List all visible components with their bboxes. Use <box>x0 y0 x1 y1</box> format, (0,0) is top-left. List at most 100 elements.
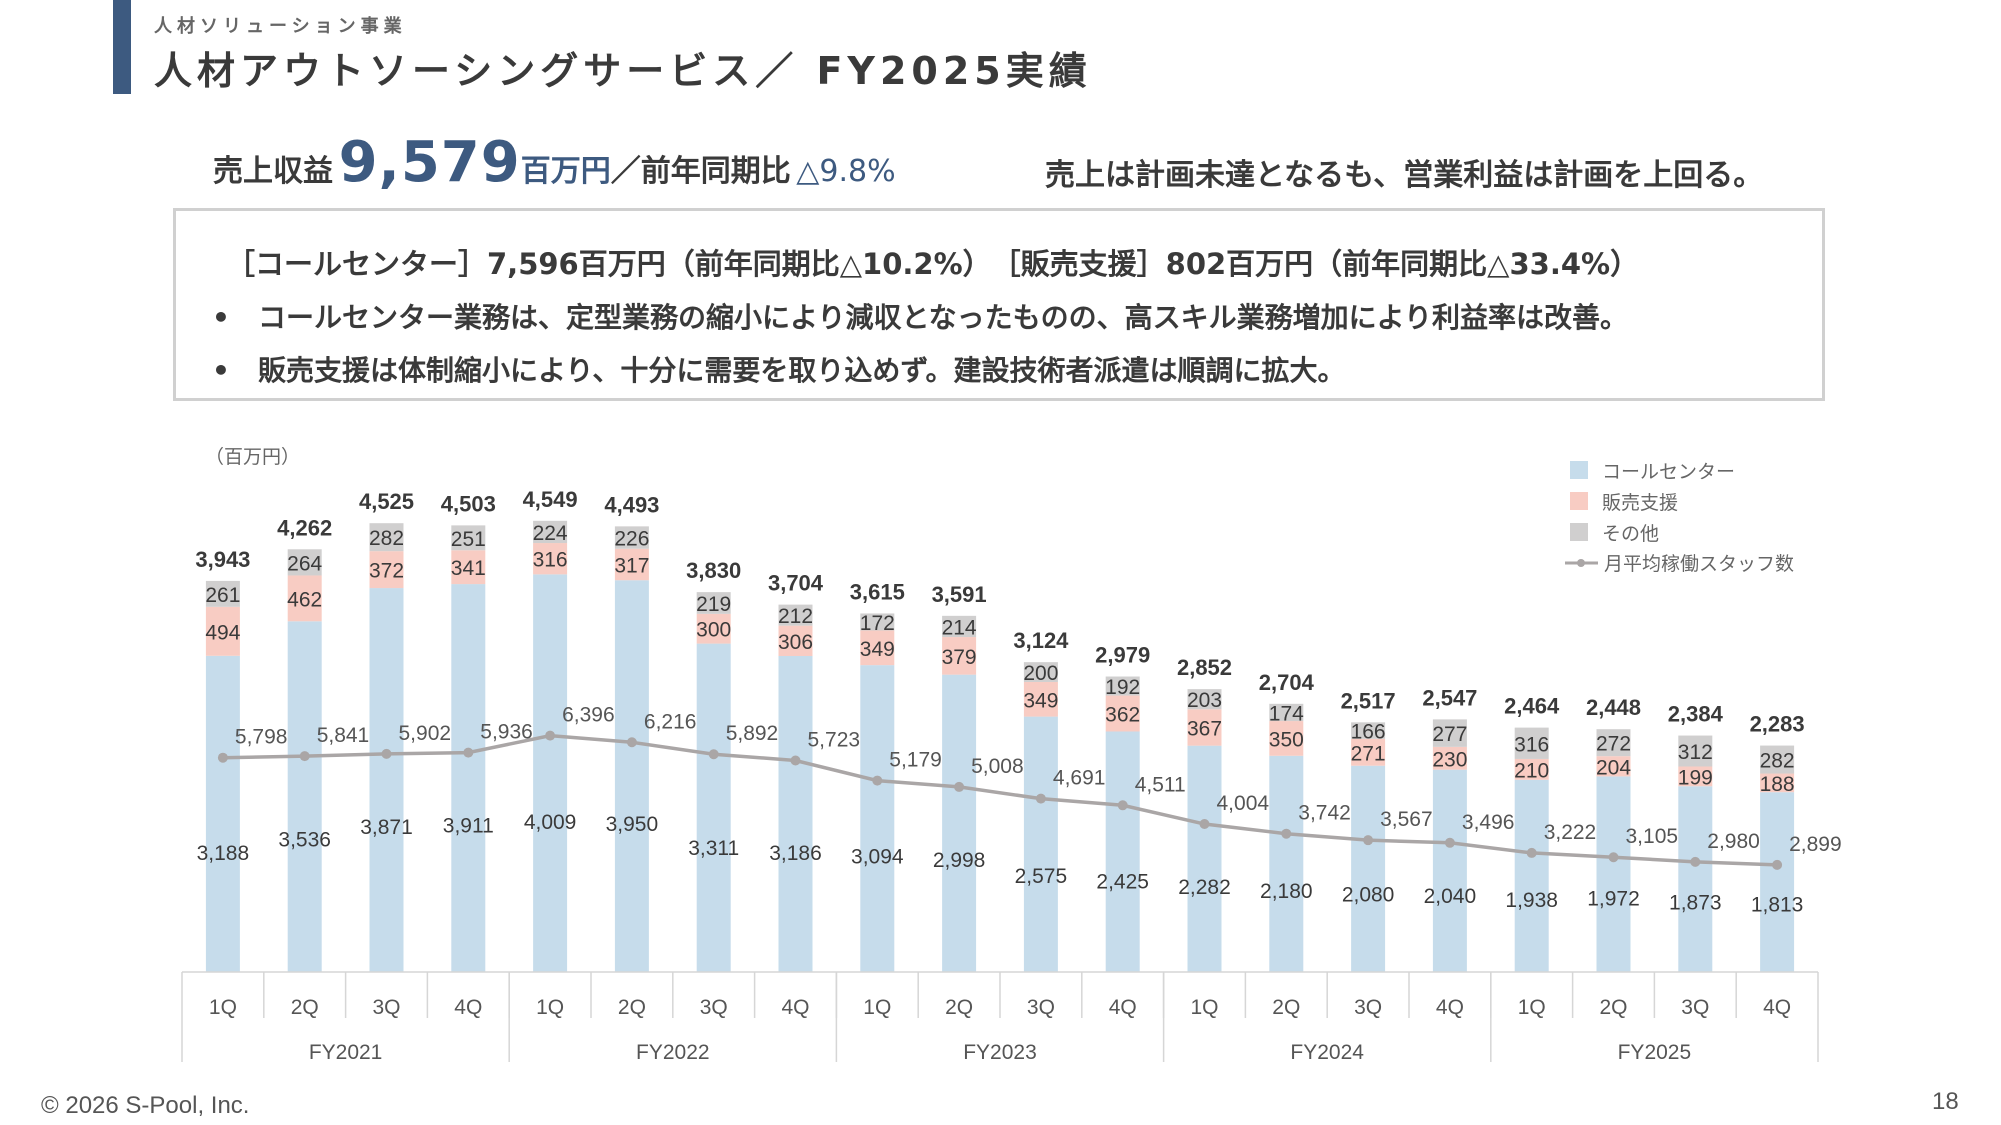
bar-segment-other <box>1514 727 1549 759</box>
bar-total-label: 2,517 <box>1341 688 1396 713</box>
quarter-tick-label: 1Q <box>1190 996 1218 1019</box>
bar-segment-call-center <box>1514 779 1549 972</box>
legend-swatch-other <box>1570 523 1588 541</box>
year-group-label: FY2025 <box>1618 1041 1692 1064</box>
bar-segment-sales-support <box>369 551 404 589</box>
staff-point <box>1363 835 1374 846</box>
bar-total-label: 3,591 <box>932 582 987 607</box>
copyright: © 2026 S-Pool, Inc. <box>41 1092 250 1119</box>
staff-label: 5,008 <box>971 755 1024 778</box>
legend-swatch-sales-support <box>1570 492 1588 510</box>
bar-label-sales-support: 372 <box>369 560 404 583</box>
bar-segment-sales-support <box>860 630 895 666</box>
bar-segment-call-center <box>860 665 895 972</box>
bar-total-label: 4,549 <box>523 487 578 512</box>
bar-label-other: 264 <box>287 552 322 575</box>
bar-segment-call-center <box>1187 745 1222 972</box>
bar-segment-sales-support <box>696 613 731 644</box>
bar-segment-sales-support <box>287 575 322 622</box>
bar-segment-other <box>1760 745 1795 774</box>
quarter-tick-label: 4Q <box>454 996 482 1019</box>
bar-label-sales-support: 349 <box>860 638 895 661</box>
bar-segment-other <box>1187 689 1222 710</box>
bar-label-other: 251 <box>451 528 486 551</box>
quarter-tick-label: 2Q <box>1599 996 1627 1019</box>
staff-point <box>299 751 310 762</box>
revenue-headline: 売上収益 9,579百万円／前年同期比 △9.8% <box>213 130 896 195</box>
bar-label-call-center: 1,972 <box>1587 888 1640 911</box>
bar-label-sales-support: 199 <box>1678 766 1713 789</box>
summary-bullet: • コールセンター業務は、定型業務の縮小により減収となったものの、高スキル業務増加… <box>212 296 1628 336</box>
bar-label-call-center: 1,938 <box>1505 889 1558 912</box>
staff-point <box>1035 793 1046 804</box>
bar-segment-other <box>942 615 977 638</box>
bar-label-other: 200 <box>1023 662 1058 685</box>
headline-comment: 売上は計画未達となるも、営業利益は計画を上回る。 <box>1045 158 1764 193</box>
bar-segment-sales-support <box>778 625 813 657</box>
bar-segment-other <box>778 604 813 626</box>
staff-point <box>1608 852 1619 863</box>
bar-label-call-center: 3,871 <box>360 816 413 839</box>
bar-label-call-center: 4,009 <box>524 811 577 834</box>
bar-total-label: 2,704 <box>1259 670 1315 695</box>
bar-segment-sales-support <box>1269 721 1304 756</box>
bar-label-sales-support: 204 <box>1596 756 1631 779</box>
bar-segment-sales-support <box>451 550 486 585</box>
bar-label-other: 226 <box>614 528 649 551</box>
bar-label-other: 214 <box>942 616 977 639</box>
bar-segment-other <box>451 525 486 551</box>
bar-total-label: 3,704 <box>768 571 824 596</box>
bar-label-other: 203 <box>1187 689 1222 712</box>
bar-total-label: 3,943 <box>195 547 250 572</box>
bar-total-label: 2,547 <box>1422 685 1477 710</box>
bar-label-sales-support: 462 <box>287 588 322 611</box>
bar-label-sales-support: 188 <box>1760 773 1795 796</box>
staff-label: 5,892 <box>726 722 779 745</box>
yoy-label: ／前年同期比 <box>610 154 791 189</box>
bar-segment-call-center <box>1678 786 1713 972</box>
bar-label-call-center: 2,040 <box>1424 885 1477 908</box>
bar-segment-call-center <box>614 580 649 972</box>
bar-label-sales-support: 230 <box>1432 748 1467 771</box>
staff-label: 3,567 <box>1380 808 1433 831</box>
bar-segment-sales-support <box>1023 681 1058 717</box>
bullet-dot: • <box>212 301 230 334</box>
staff-label: 5,841 <box>317 724 370 747</box>
bar-segment-other <box>1023 662 1058 682</box>
staff-label: 4,511 <box>1135 773 1186 796</box>
quarter-tick-label: 1Q <box>1518 996 1546 1019</box>
quarter-tick-label: 2Q <box>291 996 319 1019</box>
bar-segment-other <box>287 549 322 576</box>
staff-label: 2,899 <box>1789 833 1842 856</box>
bullet-dot: • <box>212 354 230 387</box>
bar-label-sales-support: 341 <box>451 557 486 580</box>
bar-label-sales-support: 379 <box>942 646 977 669</box>
staff-label: 2,980 <box>1707 830 1760 853</box>
bar-label-other: 261 <box>205 584 240 607</box>
revenue-label: 売上収益 <box>213 154 333 189</box>
quarter-tick-label: 1Q <box>536 996 564 1019</box>
bar-label-sales-support: 362 <box>1105 704 1140 727</box>
legend-label: 販売支援 <box>1602 492 1678 514</box>
bar-label-other: 282 <box>369 527 404 550</box>
bar-segment-other <box>614 526 649 549</box>
bar-segment-call-center <box>369 588 404 972</box>
bar-segment-call-center <box>1351 765 1386 972</box>
staff-label: 5,902 <box>399 722 452 745</box>
staff-label: 3,105 <box>1626 825 1679 848</box>
staff-label: 3,222 <box>1544 821 1597 844</box>
bar-label-call-center: 2,425 <box>1096 871 1149 894</box>
staff-point <box>463 747 474 758</box>
bar-segment-other <box>1269 703 1304 722</box>
bar-total-label: 2,448 <box>1586 695 1641 720</box>
bar-segment-other <box>205 580 240 607</box>
bar-segment-other <box>533 520 568 544</box>
quarter-tick-label: 4Q <box>1763 996 1791 1019</box>
bar-segment-call-center <box>287 621 322 972</box>
staff-point <box>545 730 556 741</box>
bar-total-label: 2,852 <box>1177 655 1232 680</box>
bar-label-sales-support: 316 <box>533 549 568 572</box>
bar-segment-call-center <box>1269 755 1304 972</box>
